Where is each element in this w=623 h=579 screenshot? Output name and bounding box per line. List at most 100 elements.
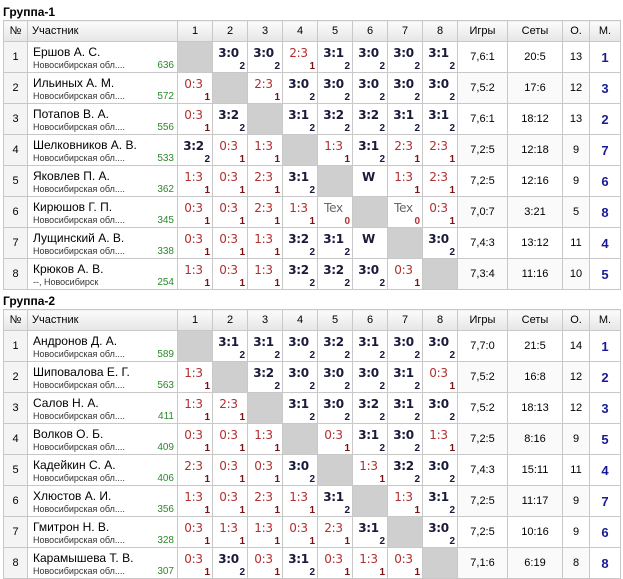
player-cell[interactable]: Ершов А. С. Новосибирская обл.... 636 (27, 41, 178, 73)
player-name[interactable]: Потапов В. А. (33, 107, 109, 121)
col-header-place[interactable]: М. (589, 309, 621, 331)
col-header-8[interactable]: 8 (422, 309, 458, 331)
col-header-sets[interactable]: Сеты (507, 20, 563, 42)
match-result[interactable]: 1:3 1 (317, 134, 353, 166)
match-result[interactable]: 0:3 1 (317, 423, 353, 455)
player-name[interactable]: Крюков А. В. (33, 262, 104, 276)
match-result[interactable]: 3:0 2 (317, 392, 353, 424)
match-result[interactable]: 1:3 1 (387, 485, 423, 517)
match-result[interactable]: 0:3 1 (317, 547, 353, 579)
match-result[interactable]: 3:1 2 (422, 103, 458, 135)
match-result[interactable]: 2:3 1 (282, 41, 318, 73)
match-result[interactable]: 3:2 2 (317, 330, 353, 362)
match-result[interactable]: 2:3 1 (247, 485, 283, 517)
match-result[interactable]: 1:3 1 (177, 258, 213, 290)
col-header-points[interactable]: О. (562, 20, 590, 42)
match-result[interactable]: Tex 0 (317, 196, 353, 228)
match-result[interactable]: 3:2 2 (282, 258, 318, 290)
match-result[interactable]: 3:1 2 (317, 227, 353, 259)
match-result[interactable]: 0:3 1 (247, 547, 283, 579)
match-result[interactable]: 0:3 1 (212, 227, 248, 259)
col-header-7[interactable]: 7 (387, 309, 423, 331)
match-result[interactable]: 0:3 1 (177, 103, 213, 135)
match-result[interactable]: 3:1 2 (282, 103, 318, 135)
match-result[interactable]: 3:0 2 (212, 547, 248, 579)
match-result[interactable]: 2:3 1 (247, 196, 283, 228)
player-cell[interactable]: Кадейкин С. А. Новосибирская обл.... 406 (27, 454, 178, 486)
player-cell[interactable]: Потапов В. А. Новосибирская обл.... 556 (27, 103, 178, 135)
match-result[interactable]: 3:0 2 (282, 72, 318, 104)
player-name[interactable]: Ершов А. С. (33, 45, 101, 59)
match-result[interactable]: 0:3 1 (212, 423, 248, 455)
match-result[interactable]: 3:1 2 (352, 516, 388, 548)
match-result[interactable]: 1:3 1 (177, 361, 213, 393)
match-result[interactable]: 3:0 2 (352, 258, 388, 290)
player-cell[interactable]: Шиповалова Е. Г. Новосибирская обл.... 563 (27, 361, 178, 393)
match-result[interactable]: 1:3 1 (247, 227, 283, 259)
player-name[interactable]: Кирюшов Г. П. (33, 200, 113, 214)
col-header-num[interactable]: № (3, 309, 28, 331)
col-header-sets[interactable]: Сеты (507, 309, 563, 331)
match-result[interactable]: 1:3 1 (387, 165, 423, 197)
col-header-2[interactable]: 2 (212, 309, 248, 331)
col-header-4[interactable]: 4 (282, 20, 318, 42)
match-result[interactable]: 0:3 1 (212, 485, 248, 517)
col-header-6[interactable]: 6 (352, 20, 388, 42)
match-result[interactable]: 3:0 2 (422, 454, 458, 486)
match-result[interactable]: 1:3 1 (177, 485, 213, 517)
match-result[interactable]: 1:3 1 (177, 392, 213, 424)
match-result[interactable]: 3:1 2 (352, 330, 388, 362)
col-header-games[interactable]: Игры (457, 309, 508, 331)
col-header-name[interactable]: Участник (27, 20, 178, 42)
match-result[interactable]: 0:3 1 (387, 547, 423, 579)
match-result[interactable]: 3:1 2 (247, 330, 283, 362)
match-result[interactable]: 0:3 1 (177, 227, 213, 259)
match-result[interactable]: 0:3 1 (177, 516, 213, 548)
match-result[interactable]: 3:0 2 (282, 330, 318, 362)
match-result[interactable]: 0:3 1 (212, 165, 248, 197)
match-result[interactable]: 3:1 2 (422, 41, 458, 73)
match-result[interactable]: 3:2 2 (177, 134, 213, 166)
match-result[interactable]: 0:3 1 (282, 516, 318, 548)
match-result[interactable]: 3:1 2 (387, 103, 423, 135)
match-result[interactable]: 1:3 1 (352, 454, 388, 486)
player-name[interactable]: Волков О. Б. (33, 427, 104, 441)
player-name[interactable]: Шелковников А. В. (33, 138, 137, 152)
match-result[interactable]: W (352, 165, 388, 197)
player-cell[interactable]: Лущинский А. В. Новосибирская обл.... 338 (27, 227, 178, 259)
match-result[interactable]: 3:1 2 (282, 547, 318, 579)
player-name[interactable]: Гмитрон Н. В. (33, 520, 110, 534)
player-cell[interactable]: Волков О. Б. Новосибирская обл.... 409 (27, 423, 178, 455)
match-result[interactable]: 3:0 2 (282, 454, 318, 486)
match-result[interactable]: 3:1 2 (352, 134, 388, 166)
match-result[interactable]: 3:2 2 (317, 258, 353, 290)
match-result[interactable]: 1:3 1 (247, 134, 283, 166)
match-result[interactable]: 3:1 2 (352, 423, 388, 455)
match-result[interactable]: 3:0 2 (422, 392, 458, 424)
match-result[interactable]: 1:3 1 (247, 423, 283, 455)
match-result[interactable]: 0:3 1 (212, 196, 248, 228)
col-header-6[interactable]: 6 (352, 309, 388, 331)
col-header-2[interactable]: 2 (212, 20, 248, 42)
match-result[interactable]: 1:3 1 (177, 165, 213, 197)
match-result[interactable]: 2:3 1 (212, 392, 248, 424)
col-header-8[interactable]: 8 (422, 20, 458, 42)
match-result[interactable]: 2:3 1 (247, 72, 283, 104)
player-name[interactable]: Лущинский А. В. (33, 231, 125, 245)
match-result[interactable]: 3:2 2 (282, 227, 318, 259)
player-name[interactable]: Хлюстов А. И. (33, 489, 112, 503)
match-result[interactable]: 1:3 1 (352, 547, 388, 579)
match-result[interactable]: 2:3 1 (247, 165, 283, 197)
col-header-7[interactable]: 7 (387, 20, 423, 42)
match-result[interactable]: 3:0 2 (387, 330, 423, 362)
match-result[interactable]: 3:1 2 (212, 330, 248, 362)
col-header-5[interactable]: 5 (317, 309, 353, 331)
match-result[interactable]: 0:3 1 (212, 454, 248, 486)
match-result[interactable]: 1:3 1 (247, 258, 283, 290)
col-header-4[interactable]: 4 (282, 309, 318, 331)
match-result[interactable]: 0:3 1 (177, 547, 213, 579)
match-result[interactable]: 3:0 2 (387, 423, 423, 455)
match-result[interactable]: 1:3 1 (422, 423, 458, 455)
match-result[interactable]: 0:3 1 (247, 454, 283, 486)
player-cell[interactable]: Яковлев П. А. Новосибирская обл.... 362 (27, 165, 178, 197)
